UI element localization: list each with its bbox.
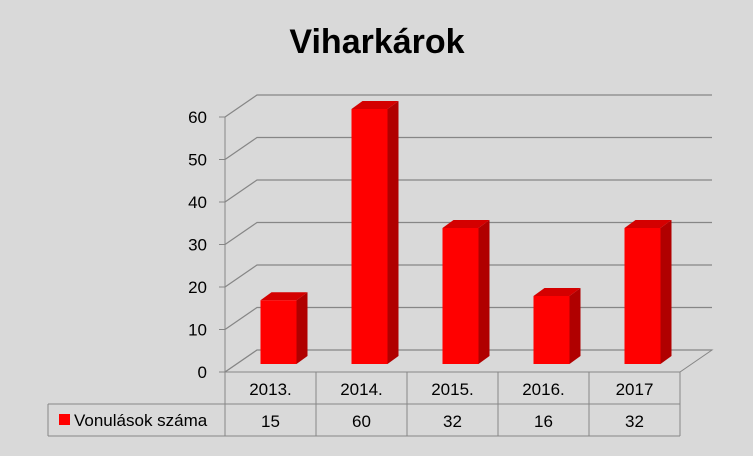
gridline	[224, 179, 712, 203]
category-label: 2017	[616, 380, 654, 399]
y-tick-label: 30	[188, 236, 207, 255]
bar-side	[569, 288, 581, 364]
y-tick-label: 0	[198, 363, 207, 382]
bar-side	[478, 220, 490, 364]
bar-front	[533, 296, 570, 364]
data-value-label: 60	[352, 412, 371, 431]
bar-side	[387, 101, 399, 364]
bar	[351, 101, 399, 364]
bars	[260, 101, 672, 364]
bar-top	[260, 292, 308, 301]
bar-front	[624, 228, 661, 364]
bar-side	[296, 292, 308, 364]
bar-front	[351, 109, 388, 364]
gridline	[224, 221, 712, 245]
gridline	[224, 94, 712, 118]
bar-front	[260, 300, 297, 364]
data-value-label: 32	[625, 412, 644, 431]
category-label: 2015.	[431, 380, 474, 399]
data-value-label: 15	[261, 412, 280, 431]
legend-label: Vonulások száma	[74, 411, 208, 430]
bar	[624, 220, 672, 364]
y-tick-label: 10	[188, 321, 207, 340]
category-label: 2016.	[522, 380, 565, 399]
bar-top	[624, 220, 672, 228]
bar-top	[351, 101, 399, 109]
y-tick-label: 50	[188, 151, 207, 170]
gridline	[224, 264, 712, 288]
gridline	[224, 136, 712, 160]
bar-front	[442, 228, 479, 364]
bar-side	[660, 220, 672, 364]
data-table: 2013. 2014. 2015. 2016. 2017 15 60 32 16 32 Vonulá…	[47, 371, 681, 437]
bar-top	[442, 220, 490, 228]
chart-title: Viharkárok	[289, 23, 464, 61]
y-tick-label: 60	[188, 108, 207, 127]
data-value-label: 16	[534, 412, 553, 431]
bar-top	[533, 288, 581, 296]
gridlines	[219, 94, 712, 373]
category-label: 2014.	[340, 380, 383, 399]
legend-swatch	[59, 414, 70, 425]
y-axis-tick-labels: 0 10 20 30 40 50 60	[188, 108, 207, 382]
bar	[442, 220, 490, 364]
y-tick-label: 20	[188, 278, 207, 297]
data-value-label: 32	[443, 412, 462, 431]
bar	[260, 292, 308, 364]
category-label: 2013.	[249, 380, 292, 399]
bar	[533, 288, 581, 364]
y-tick-label: 40	[188, 193, 207, 212]
